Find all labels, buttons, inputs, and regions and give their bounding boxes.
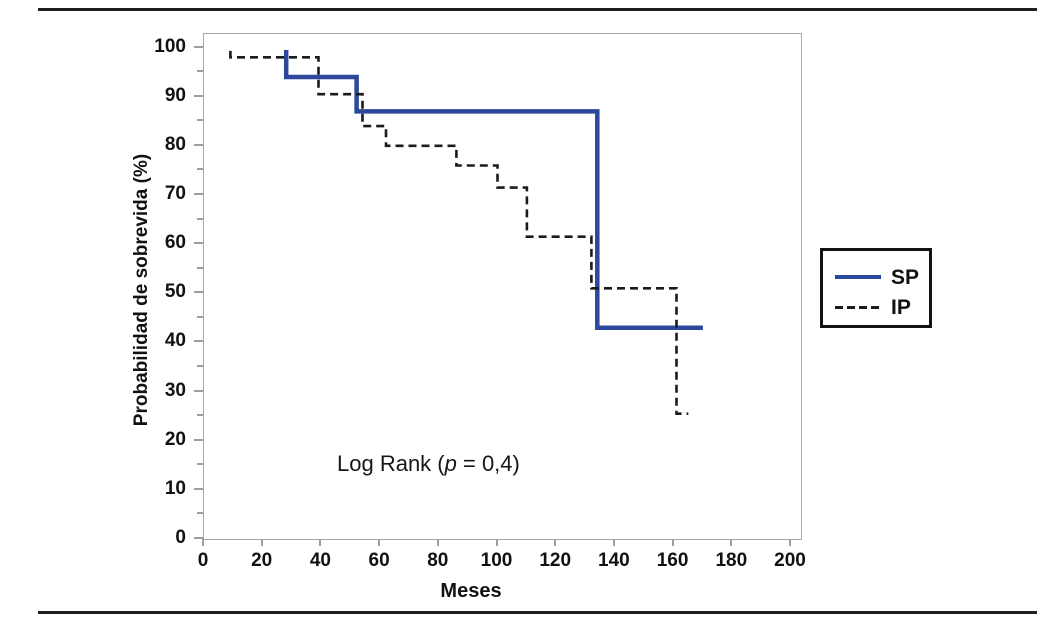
y-tick-label: 0 (175, 527, 186, 548)
sp-survival-curve (283, 50, 703, 330)
x-tick-label: 60 (368, 550, 390, 571)
x-axis-tick (260, 539, 263, 546)
log-rank-annotation: Log Rank (p = 0,4) (337, 451, 520, 477)
y-axis-minor-tick (197, 364, 203, 367)
x-axis-tick (319, 539, 322, 546)
y-tick-label: 50 (164, 281, 186, 303)
y-axis-tick (194, 94, 203, 97)
x-axis-tick (378, 539, 381, 546)
x-axis-title: Meses (440, 580, 502, 602)
x-tick-label: 0 (197, 550, 209, 571)
y-axis-tick (194, 143, 203, 146)
y-tick-label: 10 (164, 477, 186, 499)
y-axis-minor-tick (197, 70, 203, 73)
x-tick-label: 100 (480, 550, 513, 571)
x-tick-label: 160 (656, 550, 689, 571)
y-axis-tick (194, 389, 203, 392)
x-tick-label: 200 (774, 550, 806, 571)
x-axis-tick (789, 539, 791, 546)
x-axis-tick (202, 539, 204, 546)
y-axis-minor-tick (197, 266, 203, 269)
y-axis-minor-tick (197, 217, 203, 220)
y-tick-label: 30 (164, 379, 186, 401)
y-axis-minor-tick (197, 315, 203, 318)
y-axis-minor-tick (197, 463, 203, 466)
sp-line-swatch (835, 275, 881, 279)
y-axis-tick (194, 487, 203, 490)
x-tick-label: 120 (539, 550, 572, 571)
ip-line-swatch (835, 305, 881, 309)
plot-area (203, 33, 802, 540)
x-tick-label: 20 (251, 550, 273, 571)
x-axis-tick (554, 539, 557, 546)
y-tick-label: 60 (164, 232, 186, 254)
y-axis-tick (194, 45, 203, 48)
x-tick-label: 140 (598, 550, 630, 571)
bottom-horizontal-rule (38, 611, 1037, 614)
y-axis-minor-tick (197, 414, 203, 417)
y-axis-minor-tick (197, 119, 203, 122)
legend-label-ip: IP (891, 295, 911, 319)
y-tick-label: 20 (164, 428, 186, 450)
x-tick-label: 180 (715, 550, 748, 571)
x-axis-tick (436, 539, 439, 546)
legend-entry-sp: SP (835, 262, 920, 292)
y-tick-label: 100 (154, 35, 186, 57)
ip-survival-curve (229, 50, 689, 416)
p-value-text: = 0,4) (456, 451, 520, 476)
y-axis-tick (194, 438, 203, 441)
log-rank-text: Log Rank ( (337, 451, 445, 476)
legend-box: SP IP (820, 248, 932, 328)
y-axis-tick (194, 192, 203, 195)
y-tick-label: 80 (164, 133, 186, 155)
y-tick-label: 70 (164, 182, 186, 204)
y-tick-label: 40 (164, 330, 186, 352)
x-tick-label: 40 (309, 550, 331, 571)
y-axis-tick (194, 537, 203, 539)
y-axis-minor-tick (197, 512, 203, 515)
y-tick-label: 90 (164, 84, 186, 106)
top-horizontal-rule (38, 8, 1037, 11)
x-axis-tick (671, 539, 674, 546)
y-axis-tick (194, 242, 203, 245)
x-tick-label: 80 (427, 550, 449, 571)
y-axis-tick (194, 340, 203, 343)
y-axis-tick (194, 291, 203, 294)
p-value-symbol: p (444, 451, 457, 476)
y-axis-minor-tick (197, 168, 203, 171)
legend-label-sp: SP (891, 265, 920, 289)
legend-entry-ip: IP (835, 292, 917, 322)
x-axis-tick (612, 539, 615, 546)
survival-curves-canvas (229, 50, 703, 416)
x-axis-tick (730, 539, 733, 546)
x-axis-tick (495, 539, 498, 546)
